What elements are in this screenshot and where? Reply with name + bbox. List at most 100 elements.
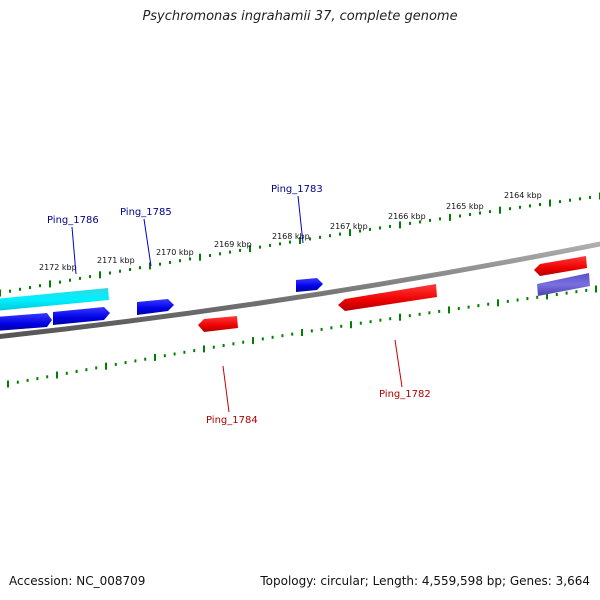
genome-summary-text: Topology: circular; Length: 4,559,598 bp… bbox=[260, 574, 590, 588]
inner-ring-tick bbox=[232, 342, 235, 346]
outer-ring-tick bbox=[179, 259, 181, 263]
inner-ring-tick bbox=[163, 354, 166, 358]
outer-ring-tick bbox=[89, 275, 91, 279]
outer-ring-tick bbox=[469, 213, 471, 216]
outer-ring-tick bbox=[269, 243, 271, 247]
leader-line-ping-1783 bbox=[297, 195, 304, 244]
inner-ring-tick bbox=[408, 314, 411, 318]
outer-ring-tick bbox=[259, 245, 261, 249]
outer-ring-tick bbox=[379, 226, 381, 230]
inner-ring-tick bbox=[428, 311, 431, 315]
inner-ring-tick bbox=[506, 299, 509, 303]
outer-ring-tick bbox=[579, 197, 581, 201]
inner-tick-row bbox=[7, 285, 597, 388]
inner-ring-tick bbox=[497, 299, 499, 307]
outer-ring-tick bbox=[529, 204, 531, 208]
outer-ring-tick bbox=[69, 278, 71, 282]
inner-ring-tick bbox=[281, 334, 284, 338]
inner-ring-tick bbox=[448, 306, 450, 314]
outer-ring-tick bbox=[339, 232, 341, 236]
outer-ring-tick bbox=[359, 229, 361, 233]
inner-ring-tick bbox=[320, 327, 323, 331]
outer-ring-tick bbox=[399, 221, 401, 229]
outer-ring-tick bbox=[289, 240, 291, 244]
inner-ring-tick bbox=[546, 292, 548, 300]
inner-ring-tick bbox=[418, 312, 421, 316]
outer-ring-tick bbox=[329, 234, 331, 238]
gene-arrow-blue-1 bbox=[0, 313, 52, 331]
inner-ring-tick bbox=[516, 298, 519, 302]
outer-ring-tick bbox=[0, 289, 1, 297]
inner-ring-tick bbox=[154, 353, 156, 361]
inner-ring-tick bbox=[36, 377, 39, 381]
inner-ring-tick bbox=[555, 293, 558, 296]
inner-ring-tick bbox=[291, 332, 294, 336]
inner-ring-tick bbox=[330, 326, 333, 330]
outer-ring-tick bbox=[509, 207, 511, 211]
outer-ring-tick bbox=[519, 205, 521, 209]
inner-ring-tick bbox=[575, 290, 578, 294]
inner-ring-tick bbox=[457, 307, 460, 310]
inner-ring-tick bbox=[124, 361, 127, 365]
outer-ring-tick bbox=[299, 237, 301, 244]
outer-ring-tick bbox=[409, 221, 411, 225]
outer-ring-tick bbox=[589, 195, 591, 199]
gene-label-ping-1784: Ping_1784 bbox=[206, 415, 258, 426]
inner-ring-tick bbox=[183, 350, 186, 354]
inner-ring-tick bbox=[105, 362, 107, 370]
inner-ring-tick bbox=[16, 380, 19, 384]
outer-ring-tick bbox=[279, 242, 281, 246]
inner-ring-tick bbox=[173, 352, 176, 356]
outer-ring-tick bbox=[559, 200, 561, 204]
kbp-label-2165: 2165 kbp bbox=[446, 202, 484, 211]
outer-ring-tick bbox=[199, 253, 201, 261]
inner-ring-tick bbox=[595, 285, 597, 293]
outer-ring-tick bbox=[119, 269, 121, 273]
leader-line-ping-1782 bbox=[394, 339, 403, 388]
outer-ring-tick bbox=[309, 237, 311, 241]
inner-ring-tick bbox=[271, 335, 274, 339]
inner-ring-tick bbox=[203, 345, 205, 353]
inner-ring-tick bbox=[565, 291, 568, 295]
gene-arrow-blue-2 bbox=[53, 307, 110, 325]
inner-ring-tick bbox=[134, 359, 137, 363]
outer-ring-tick bbox=[369, 227, 371, 231]
gene-arrow-ping-1785 bbox=[137, 299, 174, 315]
inner-ring-tick bbox=[114, 362, 117, 366]
outer-ring-tick bbox=[429, 218, 431, 222]
inner-ring-tick bbox=[526, 297, 529, 301]
outer-ring-tick bbox=[149, 262, 151, 270]
kbp-label-2168: 2168 kbp bbox=[272, 232, 310, 241]
outer-ring-tick bbox=[439, 217, 441, 221]
cyan-feature-band bbox=[0, 288, 109, 311]
gene-arrow-ping-1783 bbox=[296, 278, 323, 292]
outer-ring-tick bbox=[99, 271, 101, 279]
kbp-label-2170: 2170 kbp bbox=[156, 248, 194, 257]
outer-ring-tick bbox=[19, 287, 21, 291]
gene-label-ping-1785: Ping_1785 bbox=[120, 207, 172, 218]
inner-ring-tick bbox=[359, 321, 362, 325]
outer-ring-tick bbox=[109, 271, 111, 275]
inner-ring-tick bbox=[585, 288, 588, 292]
inner-ring-tick bbox=[7, 380, 9, 388]
outer-ring-tick bbox=[159, 262, 161, 266]
gene-arrow-red-right bbox=[534, 256, 587, 276]
gene-arrow-ping-1782 bbox=[338, 284, 437, 311]
inner-ring-tick bbox=[310, 329, 313, 333]
inner-ring-tick bbox=[536, 295, 539, 299]
outer-ring-tick bbox=[419, 220, 421, 224]
outer-ring-tick bbox=[219, 252, 221, 256]
inner-ring-tick bbox=[75, 370, 78, 373]
outer-ring-tick bbox=[449, 213, 451, 221]
outer-ring-tick bbox=[209, 254, 211, 257]
outer-ring-tick bbox=[319, 235, 321, 239]
inner-ring-tick bbox=[144, 357, 147, 361]
inner-ring-tick bbox=[261, 337, 264, 341]
inner-ring-tick bbox=[95, 366, 98, 370]
inner-ring-tick bbox=[193, 349, 196, 353]
outer-ring-tick bbox=[249, 245, 251, 253]
inner-ring-tick bbox=[242, 340, 245, 344]
outer-ring-tick bbox=[139, 266, 141, 270]
inner-ring-tick bbox=[252, 337, 254, 345]
